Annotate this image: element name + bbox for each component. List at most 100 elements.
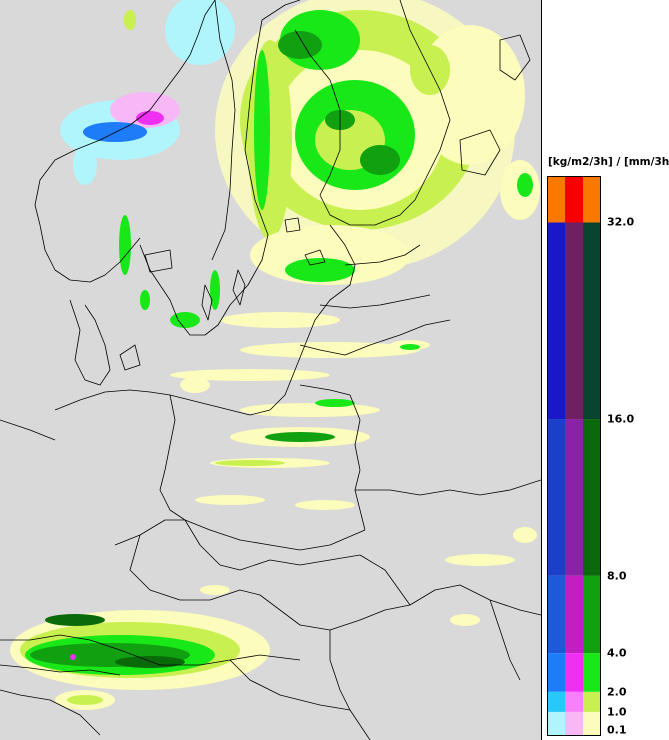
map-canvas <box>0 0 541 740</box>
precip-area <box>115 656 185 668</box>
latvia-lithuania-border <box>319 294 431 309</box>
precip-area <box>83 122 147 142</box>
poland-south-border <box>184 519 366 551</box>
precip-area <box>445 554 515 566</box>
legend-band-rain <box>583 711 601 736</box>
precip-area <box>165 0 235 65</box>
finland-border <box>261 0 301 21</box>
precip-area <box>400 344 420 350</box>
lithuania-belarus-border <box>299 319 451 356</box>
precip-area <box>240 342 420 358</box>
precip-area <box>254 50 270 210</box>
legend-band-mixed <box>565 222 583 420</box>
slovenia-croatia-border <box>229 659 351 711</box>
italy-north-border <box>0 664 121 676</box>
precip-area <box>285 258 355 282</box>
germany-west-border <box>0 419 56 441</box>
precip-area <box>195 495 265 505</box>
precip-area <box>210 270 220 310</box>
legend-band-rain <box>583 653 601 692</box>
precip-area <box>67 695 103 705</box>
legend-band-rain <box>583 222 601 420</box>
sweden-coast <box>139 19 269 336</box>
legend-tick-label: 8.0 <box>607 569 627 583</box>
precip-area <box>315 399 355 407</box>
legend-band-mixed <box>565 711 583 736</box>
poland-east-border <box>299 384 366 531</box>
norway-coast <box>34 0 216 283</box>
baltic-cyclone-spiral <box>215 0 540 285</box>
legend-panel: [kg/m2/3h] / [mm/3h] 32.0 16.0 8.0 4.0 2.0 1.… <box>541 0 669 740</box>
legend-band-rain <box>583 575 601 654</box>
legend-band-snow <box>547 691 565 712</box>
precip-area <box>136 111 164 125</box>
romania-border <box>409 584 541 616</box>
precip-area <box>517 173 533 197</box>
legend-band-mixed <box>565 653 583 692</box>
precip-area <box>140 290 150 310</box>
precip-area <box>45 614 105 626</box>
legend-band-snow <box>547 711 565 736</box>
precip-area <box>119 215 131 275</box>
legend-band-snow <box>547 575 565 654</box>
serbia-border <box>329 630 371 740</box>
danish-islands <box>119 344 141 371</box>
estonia-islands <box>304 249 326 266</box>
austria-south-border <box>89 639 301 666</box>
czech-border <box>114 519 241 571</box>
coastlines-borders <box>0 0 541 740</box>
denmark-coast <box>69 299 111 386</box>
precipitation-layer <box>10 0 540 710</box>
precip-area <box>240 403 380 417</box>
legend-band-snow <box>547 176 565 223</box>
legend-band-snow <box>547 419 565 576</box>
precip-area <box>170 369 330 381</box>
germany-switzerland-border <box>0 634 91 641</box>
legend-band-mixed <box>565 419 583 576</box>
precip-area <box>513 527 537 543</box>
gotland <box>232 269 246 306</box>
legend-tick-label: 32.0 <box>607 215 635 229</box>
hungary-border <box>259 594 411 631</box>
precip-area <box>265 432 335 442</box>
legend-frame <box>547 176 601 736</box>
lake-onega <box>499 34 531 81</box>
legend-tick-label: 0.1 <box>607 723 627 737</box>
scattered-rain-bands <box>119 215 537 626</box>
legend-band-snow <box>547 222 565 420</box>
legend-tick-label: 2.0 <box>607 685 627 699</box>
aland <box>284 217 301 233</box>
legend-band-mixed <box>565 691 583 712</box>
precip-area <box>70 654 76 660</box>
ukraine-romania-border <box>359 554 411 606</box>
precip-area <box>295 500 355 510</box>
finland-coast <box>294 29 426 226</box>
precip-area <box>200 585 230 595</box>
germany-north-coast <box>54 389 171 411</box>
slovakia-border <box>239 554 361 571</box>
precip-area <box>180 377 210 393</box>
legend-color-bar <box>547 176 601 736</box>
precip-area <box>360 145 400 175</box>
czech-austria-border <box>129 534 261 601</box>
legend-tick-label: 16.0 <box>607 412 635 426</box>
legend-band-snow <box>547 653 565 692</box>
belarus-ukraine-border <box>355 479 541 496</box>
estonia-latvia-border <box>344 244 421 266</box>
precipitation-map[interactable] <box>0 0 541 740</box>
lake-ladoga <box>459 129 501 176</box>
baltic-coast <box>169 224 356 416</box>
legend-unit-label: [kg/m2/3h] / [mm/3h] <box>548 156 669 168</box>
finland-russia-border <box>399 0 451 181</box>
precip-area <box>170 312 200 328</box>
legend-band-mixed <box>565 575 583 654</box>
precip-area <box>220 312 340 328</box>
oland <box>201 284 213 321</box>
norway-snow-area <box>60 0 235 185</box>
legend-band-rain <box>583 691 601 712</box>
legend-band-rain <box>583 176 601 223</box>
precip-area <box>450 614 480 626</box>
poland-germany-border <box>159 394 186 521</box>
sweden-norway-border <box>211 0 236 261</box>
precip-area <box>215 460 285 466</box>
